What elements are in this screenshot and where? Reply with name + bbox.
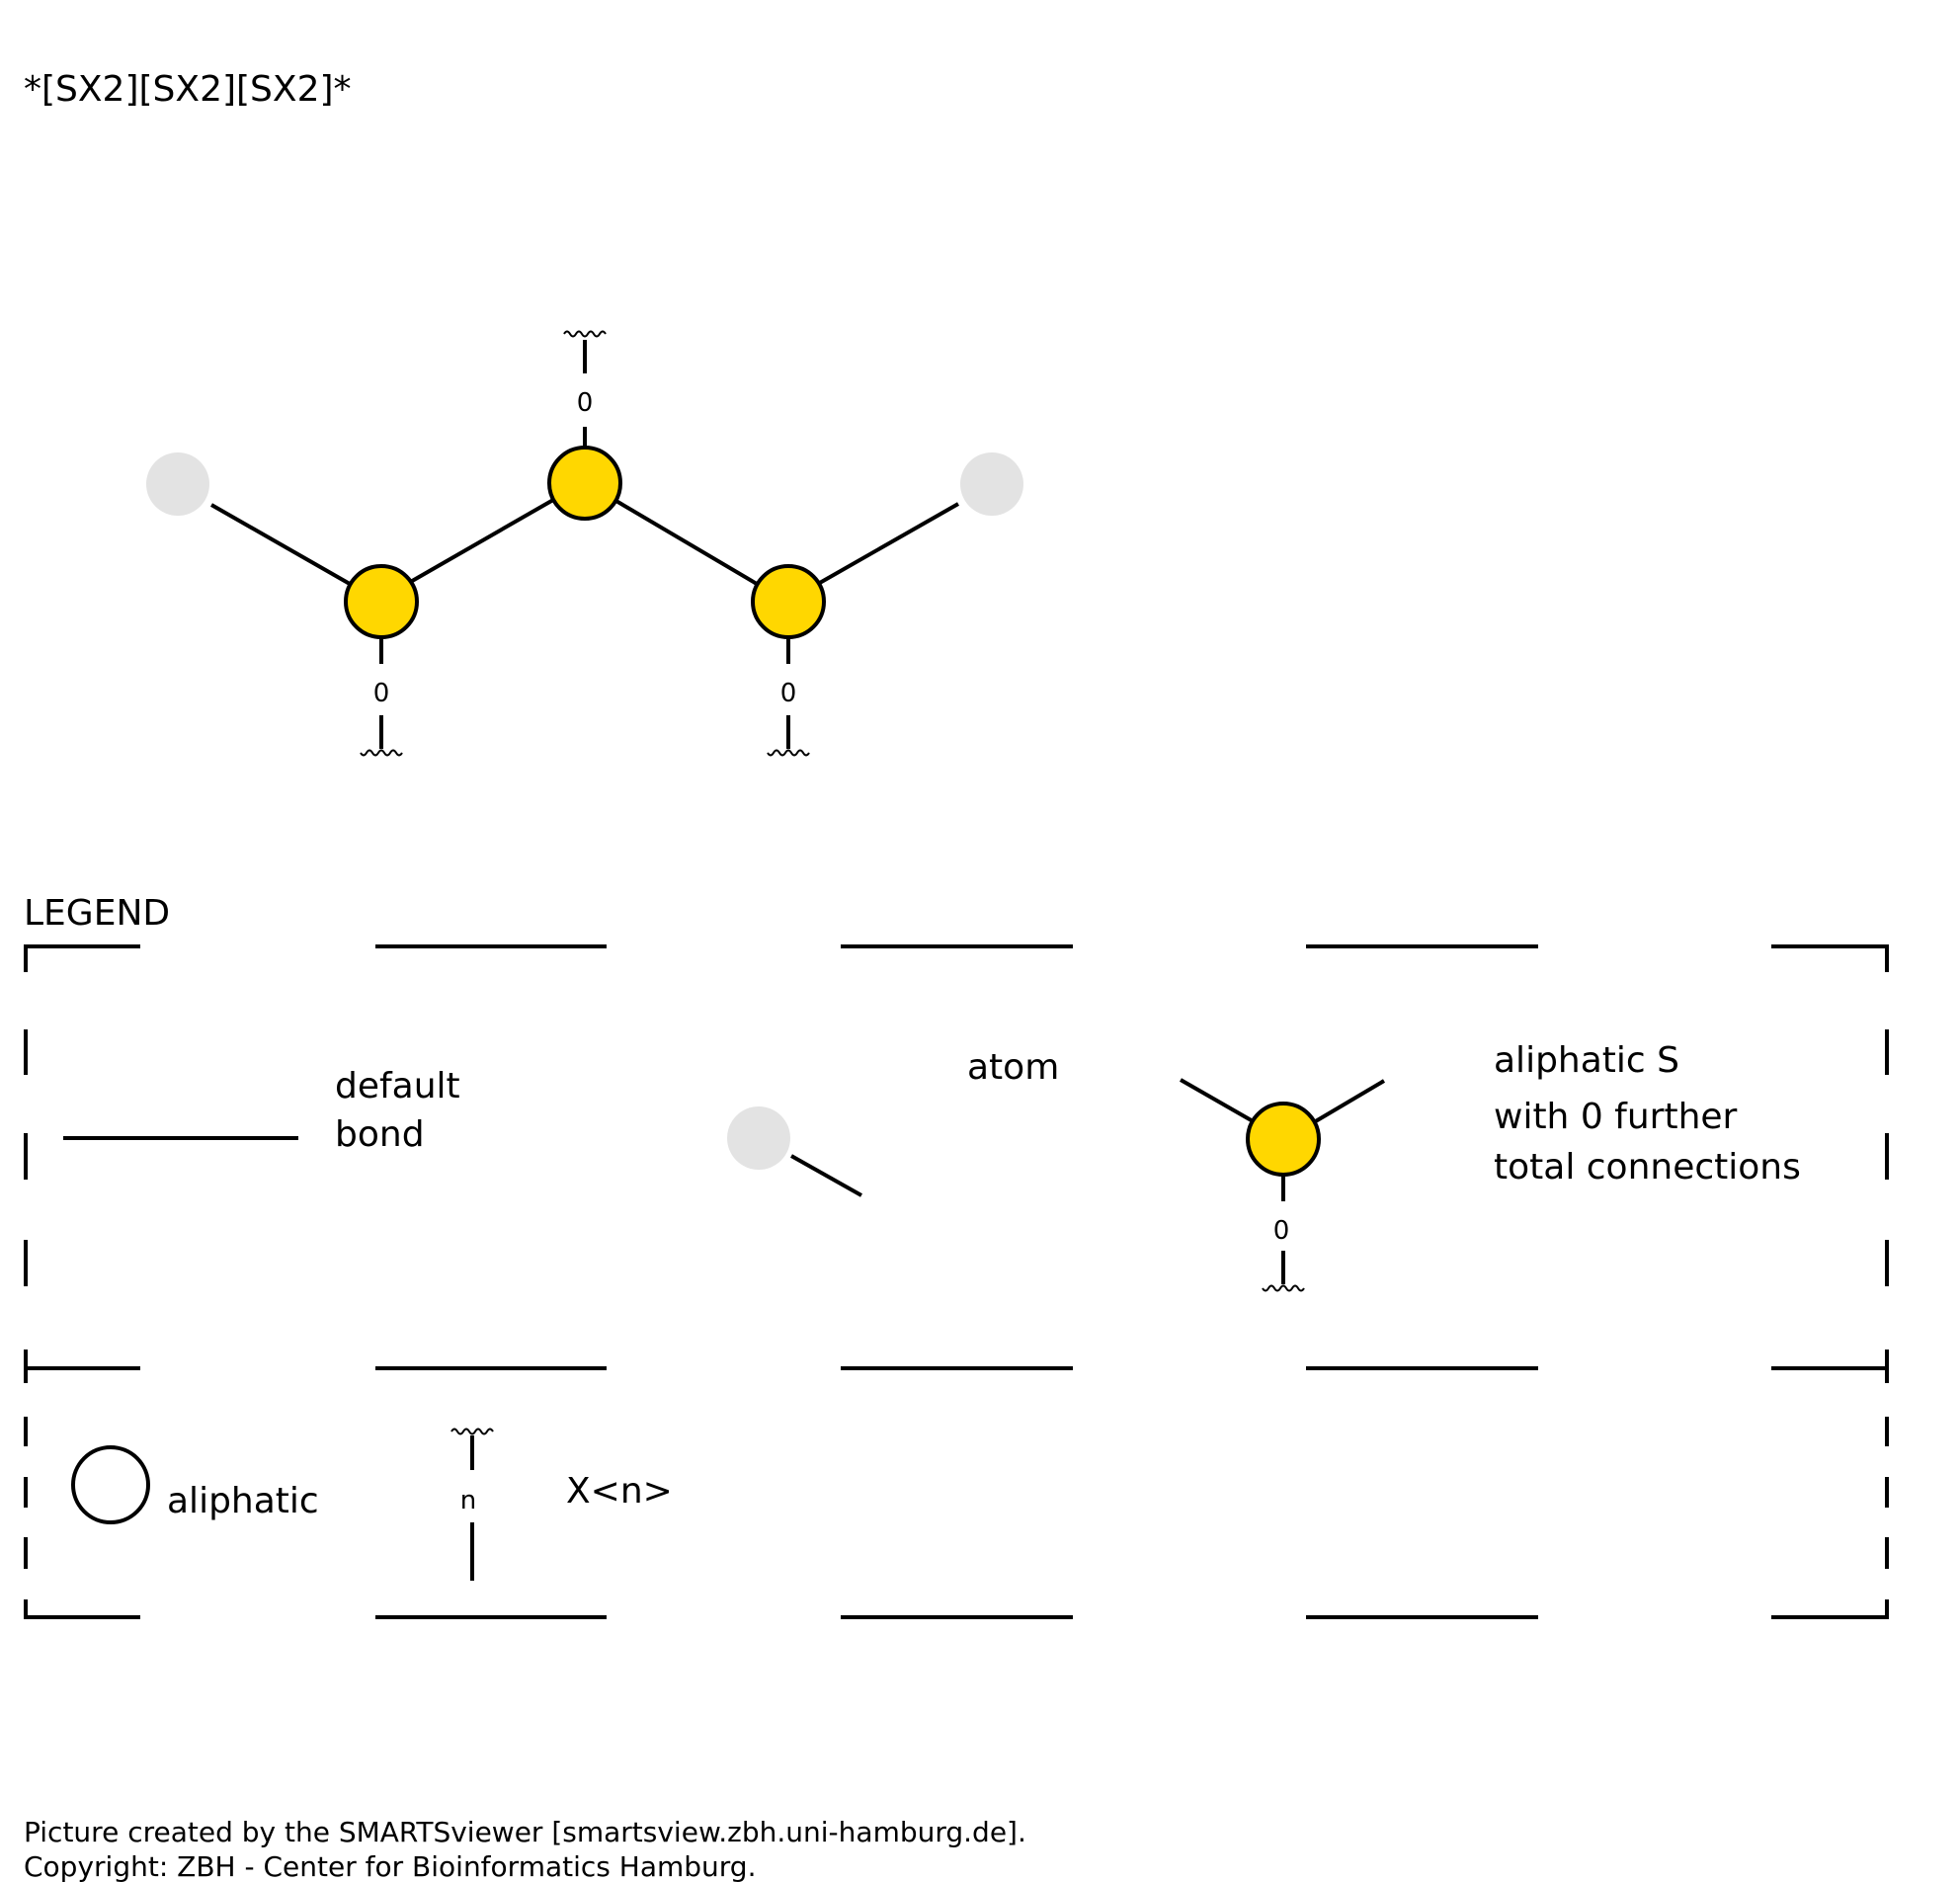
connection-marker-s2: 0 xyxy=(563,330,607,447)
default-bond-label-line1: default xyxy=(335,1066,460,1106)
connection-marker-s3: 0 xyxy=(767,638,810,757)
bond-any-s1 xyxy=(210,503,351,586)
aliphatic-label: aliphatic xyxy=(167,1481,319,1521)
sulfur-atom-sample xyxy=(1246,1102,1321,1177)
connection-count-s1: 0 xyxy=(373,679,390,708)
aliphatic-s-label-line1: aliphatic S xyxy=(1494,1040,1679,1081)
connection-count-s3: 0 xyxy=(780,679,797,708)
any-atom-right xyxy=(960,452,1023,516)
squiggle-icon xyxy=(450,1428,494,1435)
sulfur-atom-3 xyxy=(751,564,826,639)
sulfur-atom-2 xyxy=(547,446,622,521)
bond-s3-any xyxy=(817,502,959,586)
any-atom-sample xyxy=(727,1106,790,1170)
connection-marker-s1: 0 xyxy=(360,638,403,757)
legend-xn: n X<n> xyxy=(450,1428,673,1581)
connection-count-s2: 0 xyxy=(577,388,594,418)
aliphatic-s-label-line2: with 0 further xyxy=(1494,1097,1738,1137)
sulfur-atom-1 xyxy=(344,564,419,639)
legend-default-bond: default bond xyxy=(63,1066,460,1155)
aliphatic-s-label-line3: total connections xyxy=(1494,1147,1801,1187)
bond-s1-s2 xyxy=(406,498,554,586)
legend-atom: atom xyxy=(727,1047,1059,1197)
xn-count: n xyxy=(460,1486,476,1515)
legend-aliphatic: aliphatic xyxy=(71,1445,319,1524)
legend-aliphatic-s: 0 aliphatic S with 0 further total conne… xyxy=(1180,1040,1801,1292)
bond-s2-s3 xyxy=(612,498,759,586)
aliphatic-ring-sample xyxy=(71,1445,150,1524)
aliphatic-s-count: 0 xyxy=(1273,1216,1290,1246)
footer-line2: Copyright: ZBH - Center for Bioinformati… xyxy=(24,1850,756,1882)
molecule-graph: 0 0 0 xyxy=(146,330,1023,757)
any-atom-left xyxy=(146,452,209,516)
squiggle-icon xyxy=(563,330,607,338)
squiggle-icon xyxy=(360,749,403,757)
legend-title: LEGEND xyxy=(24,893,170,934)
smarts-pattern: *[SX2][SX2][SX2]* xyxy=(24,69,352,110)
squiggle-icon xyxy=(1262,1284,1305,1292)
default-bond-label-line2: bond xyxy=(335,1114,425,1155)
atom-label: atom xyxy=(967,1047,1059,1088)
xn-label: X<n> xyxy=(566,1471,673,1512)
footer-line1: Picture created by the SMARTSviewer [sma… xyxy=(24,1816,1026,1848)
legend-frame xyxy=(24,944,1889,1619)
squiggle-icon xyxy=(767,749,810,757)
